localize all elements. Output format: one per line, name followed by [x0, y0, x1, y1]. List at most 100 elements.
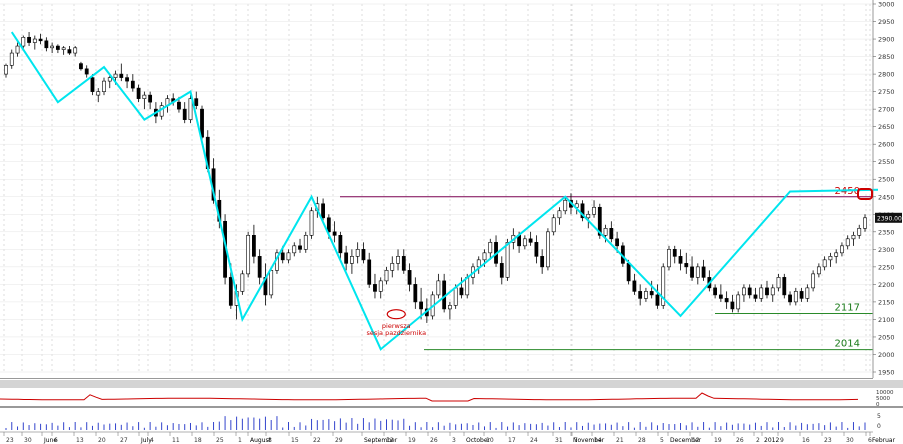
candle-body — [678, 256, 683, 264]
y-tick-label: 2350 — [878, 228, 895, 236]
y-tick-label: 2100 — [878, 316, 895, 324]
candle-body — [851, 235, 856, 240]
y-tick-label: 2750 — [878, 88, 895, 96]
candle-body — [61, 47, 66, 50]
candle-body — [788, 294, 792, 303]
candle-body — [309, 210, 314, 236]
x-tick-label: October — [466, 437, 491, 444]
y-tick-label: 2850 — [878, 53, 895, 61]
x-tick-label: 30 — [846, 437, 854, 444]
last-price-label: 2390.00 — [877, 215, 902, 222]
candle-body — [626, 263, 631, 282]
x-tick-label: 15 — [291, 437, 299, 444]
candle-body — [188, 98, 193, 120]
candle-body — [50, 45, 55, 49]
candle-body — [321, 203, 325, 219]
y-tick-label: 2900 — [878, 36, 895, 44]
candle-body — [73, 47, 78, 54]
candle-body — [597, 206, 602, 236]
candle-body — [724, 298, 729, 303]
x-tick-label: June — [43, 437, 57, 444]
candle-body — [55, 45, 60, 50]
candle-body — [528, 238, 533, 243]
candle-body — [240, 273, 245, 292]
candle-body — [672, 249, 677, 257]
price-axis: 1950200020502100215022002250230023502400… — [857, 0, 902, 378]
x-tick-label: 20 — [98, 437, 106, 444]
candle-body — [742, 287, 746, 296]
indicator-axis-label: 0 — [876, 402, 880, 408]
y-tick-label: 2650 — [878, 123, 895, 131]
volume-panel: 50 — [5, 413, 881, 430]
x-tick-label: 13 — [76, 437, 84, 444]
candle-body — [834, 252, 839, 257]
x-tick-label: 7 — [574, 437, 578, 444]
candle-body — [816, 266, 821, 275]
candle-body — [505, 242, 510, 278]
candle-body — [436, 280, 441, 296]
candle-body — [303, 235, 308, 250]
candle-body — [684, 263, 689, 268]
x-tick-label: 19 — [714, 437, 722, 444]
candle-body — [799, 291, 804, 299]
candle-body — [194, 98, 199, 106]
candle-body — [580, 203, 585, 219]
candle-body — [38, 38, 43, 42]
y-tick-label: 2600 — [878, 141, 895, 149]
candle-body — [638, 291, 643, 299]
x-tick-label: 1 — [238, 437, 242, 444]
x-tick-label: 2012 — [764, 437, 779, 444]
candle-body — [286, 252, 291, 261]
indicator-axis-label: 5000 — [876, 396, 890, 402]
candle-body — [27, 36, 31, 43]
candle-body — [592, 206, 596, 215]
candle-body — [713, 287, 718, 296]
candle-body — [228, 277, 233, 306]
candle-body — [557, 210, 562, 219]
x-tick-label: 12 — [692, 437, 700, 444]
y-tick-label: 1950 — [878, 369, 895, 377]
candle-body — [96, 91, 101, 96]
x-tick-label: 21 — [616, 437, 624, 444]
x-tick-label: 11 — [172, 437, 180, 444]
candle-body — [453, 287, 458, 306]
candle-body — [9, 52, 14, 66]
y-tick-label: 2950 — [878, 18, 895, 26]
candle-body — [413, 284, 418, 303]
candle-body — [350, 256, 354, 264]
candle-body — [4, 65, 8, 75]
candle-body — [332, 231, 337, 236]
candle-body — [615, 238, 620, 247]
candle-body — [465, 277, 470, 296]
y-tick-label: 2200 — [878, 281, 895, 289]
candle-body — [177, 101, 181, 110]
x-tick-label: 30 — [24, 437, 32, 444]
candle-body — [367, 259, 372, 285]
y-tick-label: 2150 — [878, 298, 895, 306]
x-tick-label: 27 — [120, 437, 128, 444]
x-tick-label: 5 — [660, 437, 664, 444]
y-tick-label: 2300 — [878, 246, 895, 254]
panel-separator — [0, 406, 903, 408]
x-tick-label: 24 — [530, 437, 538, 444]
x-tick-label: December — [670, 437, 702, 444]
x-tick-label: 6 — [54, 437, 58, 444]
last-price-box — [875, 212, 902, 223]
candle-body — [632, 280, 637, 292]
candle-body — [747, 287, 752, 296]
candle-body — [551, 217, 556, 233]
candle-body — [419, 301, 423, 310]
candle-body — [857, 228, 862, 236]
candle-body — [396, 256, 400, 264]
x-tick-label: 26 — [430, 437, 438, 444]
annotation-ellipse — [386, 309, 406, 320]
candle-body — [401, 256, 406, 271]
candle-body — [730, 301, 735, 310]
candle-body — [298, 245, 302, 250]
candle-body — [540, 256, 545, 268]
x-tick-label: 19 — [408, 437, 416, 444]
candles — [4, 32, 867, 323]
candle-body — [338, 235, 343, 254]
